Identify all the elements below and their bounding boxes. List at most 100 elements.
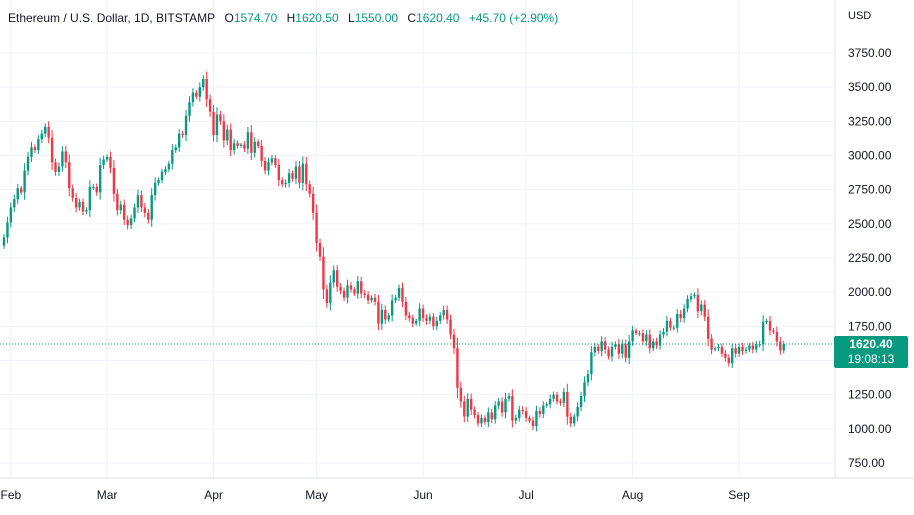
candle [329, 275, 332, 311]
candle [394, 294, 397, 304]
candle [318, 238, 322, 261]
candle [439, 312, 442, 325]
last-price-tag: 1620.40 19:08:13 [834, 336, 908, 368]
candle-body [610, 346, 614, 357]
candle [542, 401, 545, 419]
candle [346, 279, 349, 304]
candle [236, 140, 239, 149]
candle-body [576, 406, 579, 417]
candle [37, 135, 40, 154]
candle-body [44, 126, 47, 134]
candle-body [64, 151, 68, 163]
candle [579, 391, 583, 412]
candle-body [734, 348, 737, 354]
candle-body [281, 180, 284, 185]
candle [188, 96, 191, 122]
candle [202, 75, 205, 91]
candle [559, 398, 562, 406]
candle [576, 402, 579, 422]
candle-body [325, 289, 329, 304]
candle [263, 156, 267, 175]
candle-body [524, 411, 528, 418]
candle [181, 130, 184, 138]
candle [88, 180, 92, 217]
candle-body [71, 188, 74, 198]
candle-body [164, 169, 167, 172]
candle-body [442, 309, 445, 316]
candle [164, 165, 167, 176]
y-tick-label: 2250.00 [848, 251, 892, 265]
y-tick-label: 3000.00 [848, 149, 892, 163]
candle [751, 341, 755, 354]
candle-body [291, 173, 294, 179]
candle [432, 313, 435, 330]
candle-body [645, 334, 648, 342]
candle-body [95, 186, 98, 193]
candle-body [775, 331, 779, 342]
candle-body [518, 409, 521, 418]
candle [143, 203, 147, 218]
candle [68, 154, 71, 197]
candle-body [19, 188, 23, 193]
candle [366, 291, 370, 304]
candle-body [497, 401, 500, 406]
candle [686, 295, 689, 313]
candle [85, 207, 88, 215]
candle-body [174, 147, 177, 151]
candle [335, 265, 339, 292]
candle [631, 325, 634, 346]
candle-body [26, 156, 30, 171]
candle [524, 407, 528, 422]
candle [531, 416, 535, 431]
x-tick-label: May [305, 488, 328, 502]
candle [157, 177, 160, 186]
candle-body [627, 341, 631, 358]
candle-body [160, 171, 164, 181]
candle-body [411, 318, 414, 324]
candle [387, 312, 390, 323]
candle [342, 287, 346, 302]
candle-body [222, 121, 226, 141]
candle-body [342, 290, 346, 298]
candle-body [720, 346, 724, 354]
candle [112, 159, 116, 202]
last-price-value: 1620.40 [849, 337, 893, 351]
candle-body [133, 207, 136, 219]
x-tick-label: Jun [413, 488, 432, 502]
candle-body [219, 114, 222, 122]
candle-body [689, 296, 693, 299]
candle [301, 156, 305, 191]
candle-body [538, 411, 542, 414]
candle-body [562, 391, 566, 403]
candle [514, 414, 518, 424]
candle-body [658, 334, 662, 346]
currency-label[interactable]: USD [848, 10, 872, 22]
candle-body [717, 346, 720, 349]
high-value: 1620.50 [295, 11, 339, 25]
candle [129, 214, 133, 230]
candle [706, 309, 710, 347]
candle-body [459, 387, 463, 402]
candle [555, 391, 559, 405]
candle [435, 316, 439, 331]
candle-body [157, 180, 160, 183]
candle-body [109, 156, 112, 168]
candle-body [435, 320, 439, 327]
candle [123, 199, 126, 225]
candle [700, 300, 703, 316]
candle [782, 340, 785, 354]
candle [535, 405, 538, 432]
candle [679, 309, 682, 323]
candle [305, 156, 308, 192]
candle-body [696, 294, 700, 312]
candle-body [700, 304, 703, 312]
candle [669, 317, 672, 331]
candle-body [586, 374, 590, 383]
candle [507, 393, 511, 402]
candle [136, 189, 140, 213]
candle-body [415, 320, 418, 324]
candle [428, 313, 432, 325]
x-tick-label: Aug [622, 488, 643, 502]
